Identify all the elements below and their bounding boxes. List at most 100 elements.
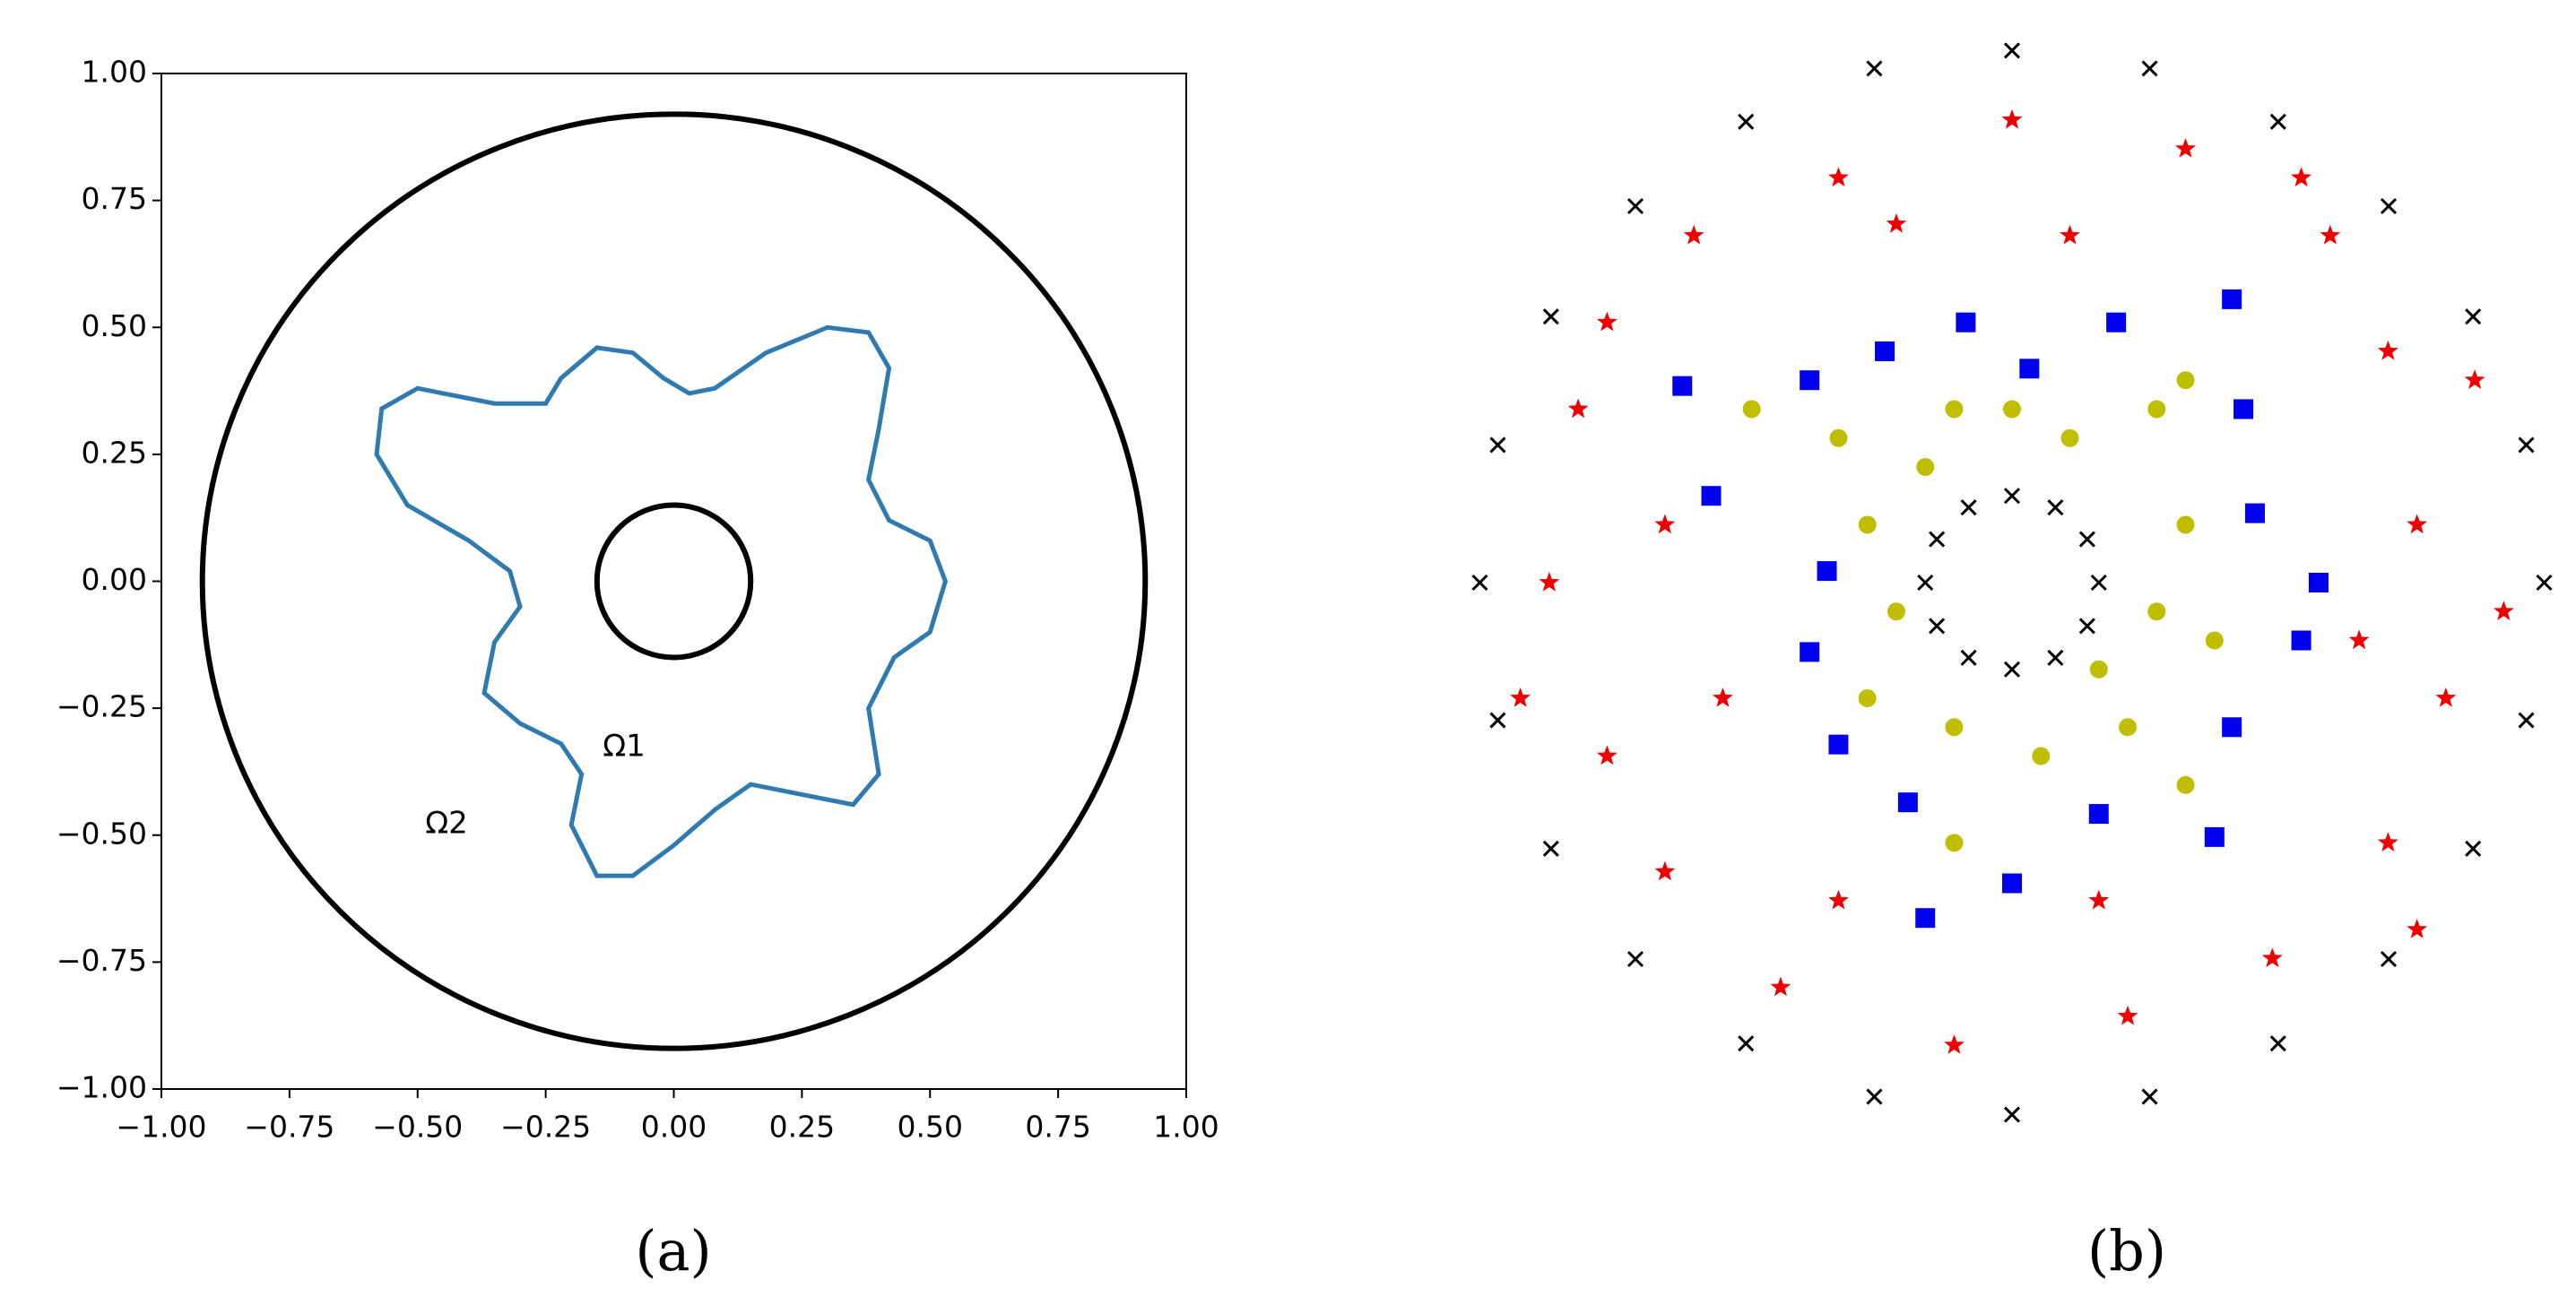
star-point	[2175, 138, 2196, 158]
square-point	[2019, 359, 2040, 379]
star-point	[1770, 976, 1791, 997]
cross-point	[2465, 840, 2482, 857]
square-point	[1828, 734, 1849, 755]
x-tick-label: −0.50	[372, 1110, 463, 1145]
star-point	[2261, 947, 2283, 968]
circle-point	[2089, 660, 2108, 679]
cross-point	[2003, 661, 2021, 678]
cross-point	[2380, 950, 2398, 968]
region-label: Ω2	[425, 806, 468, 842]
star-point	[1828, 889, 1849, 910]
circle-point	[2147, 400, 2166, 419]
star-point	[2348, 629, 2370, 650]
star-point	[2407, 514, 2427, 534]
y-tick-label: −0.75	[56, 943, 147, 978]
star-point	[1654, 860, 1676, 881]
square-point	[1875, 341, 1895, 361]
y-tick-label: 0.25	[82, 435, 147, 470]
square-point	[1817, 561, 1837, 582]
square-point	[1701, 486, 1722, 506]
cross-point	[2003, 42, 2021, 59]
square-point	[1897, 792, 1918, 813]
cross-point	[2380, 197, 2398, 215]
circle-point	[2032, 747, 2051, 765]
circle-point	[1886, 602, 1905, 621]
square-point	[2002, 873, 2022, 894]
boundary-circle	[594, 502, 754, 661]
cross-point	[1738, 1035, 1755, 1052]
square-point	[1800, 642, 1820, 662]
cross-point	[1542, 840, 1559, 857]
circle-point	[2176, 371, 2195, 390]
star-point	[2407, 919, 2427, 938]
square-point	[2233, 399, 2254, 419]
y-tick-label: −1.00	[56, 1070, 147, 1105]
cross-point	[2465, 308, 2482, 325]
circle-point	[2003, 400, 2021, 419]
cross-point	[1866, 1088, 1883, 1105]
cross-point	[1929, 618, 1946, 635]
cross-point	[2141, 60, 2158, 77]
cross-point	[1626, 950, 1644, 968]
cross-point	[2141, 1088, 2158, 1105]
star-point	[1713, 687, 1733, 707]
cross-point	[2047, 649, 2064, 666]
circle-point	[2205, 631, 2224, 650]
cross-point	[1542, 308, 1559, 325]
square-point	[2308, 573, 2329, 592]
x-tick-label: 0.00	[641, 1110, 707, 1145]
star-point	[1510, 687, 1531, 707]
x-tick-label: 0.25	[769, 1110, 835, 1145]
square-point	[1915, 908, 1936, 929]
cross-point	[1489, 712, 1506, 729]
square-point	[2106, 312, 2127, 333]
cross-point	[1960, 499, 1977, 516]
square-point	[1800, 370, 1820, 391]
x-tick-label: −0.75	[244, 1110, 334, 1145]
star-point	[2377, 832, 2398, 852]
circle-point	[2119, 718, 2138, 737]
star-point	[2377, 340, 2398, 360]
star-point	[2435, 687, 2457, 707]
star-point	[2320, 224, 2341, 245]
star-point	[1567, 398, 1589, 419]
circle-point	[1858, 689, 1877, 708]
cross-point	[2078, 618, 2095, 635]
star-point	[2117, 1005, 2138, 1025]
star-point	[1828, 167, 1849, 187]
cross-point	[1917, 574, 1934, 592]
cross-point	[2003, 1106, 2021, 1123]
y-tick-label: −0.25	[56, 689, 147, 724]
star-point	[1597, 745, 1618, 765]
square-point	[1956, 312, 1976, 333]
y-tick-label: 1.00	[82, 55, 147, 90]
x-tick-label: −0.25	[500, 1110, 591, 1145]
star-point	[1944, 1034, 1965, 1054]
star-point	[1539, 572, 1560, 592]
cross-point	[1471, 574, 1488, 592]
star-point	[1886, 213, 1907, 233]
cross-point	[2003, 488, 2021, 505]
square-point	[2244, 503, 2265, 523]
square-point	[2222, 717, 2242, 738]
cross-point	[1929, 531, 1946, 548]
star-point	[2494, 601, 2514, 620]
star-point	[2291, 167, 2311, 187]
star-point	[1683, 224, 1704, 245]
star-point	[1597, 311, 1618, 332]
square-point	[2204, 826, 2225, 847]
y-tick-label: −0.50	[56, 816, 147, 851]
circle-point	[2176, 515, 2195, 534]
star-point	[1654, 514, 1676, 534]
cross-point	[2047, 499, 2064, 516]
x-tick-label: 0.75	[1025, 1110, 1090, 1145]
boundary-circle	[199, 111, 1149, 1051]
y-tick-label: 0.50	[82, 308, 147, 343]
circle-point	[2176, 775, 2195, 794]
x-tick-label: 0.50	[898, 1110, 963, 1145]
circle-point	[1945, 718, 1964, 737]
cross-point	[1738, 113, 1755, 130]
cross-point	[2518, 712, 2535, 729]
circle-point	[1858, 515, 1877, 534]
panel-caption: (a)	[635, 1218, 711, 1284]
